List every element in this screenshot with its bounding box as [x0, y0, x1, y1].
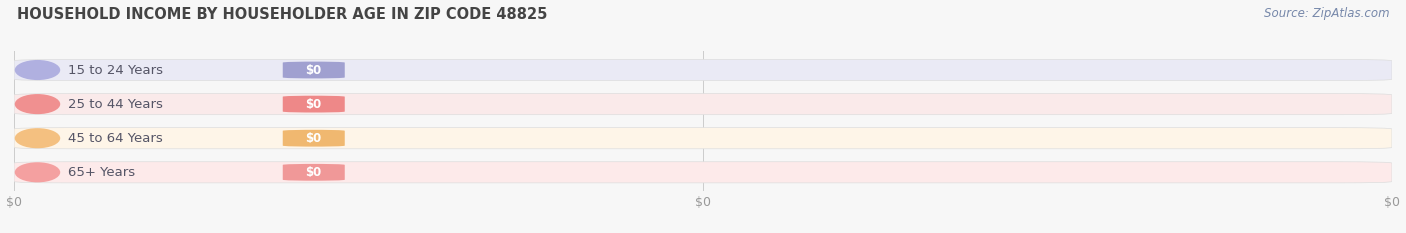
Text: $0: $0	[305, 64, 322, 76]
Text: HOUSEHOLD INCOME BY HOUSEHOLDER AGE IN ZIP CODE 48825: HOUSEHOLD INCOME BY HOUSEHOLDER AGE IN Z…	[17, 7, 547, 22]
Ellipse shape	[14, 128, 60, 148]
Text: 45 to 64 Years: 45 to 64 Years	[67, 132, 163, 145]
Text: 65+ Years: 65+ Years	[67, 166, 135, 179]
Text: $0: $0	[305, 166, 322, 179]
FancyBboxPatch shape	[283, 130, 344, 147]
FancyBboxPatch shape	[14, 128, 1392, 149]
FancyBboxPatch shape	[283, 96, 344, 113]
FancyBboxPatch shape	[283, 164, 344, 181]
Text: 25 to 44 Years: 25 to 44 Years	[67, 98, 163, 111]
FancyBboxPatch shape	[14, 59, 1392, 81]
Text: $0: $0	[305, 98, 322, 111]
Ellipse shape	[14, 60, 60, 80]
FancyBboxPatch shape	[14, 162, 1392, 183]
Text: 15 to 24 Years: 15 to 24 Years	[67, 64, 163, 76]
Text: Source: ZipAtlas.com: Source: ZipAtlas.com	[1264, 7, 1389, 20]
Ellipse shape	[14, 162, 60, 182]
Text: $0: $0	[305, 132, 322, 145]
FancyBboxPatch shape	[283, 62, 344, 79]
Ellipse shape	[14, 94, 60, 114]
FancyBboxPatch shape	[14, 93, 1392, 115]
